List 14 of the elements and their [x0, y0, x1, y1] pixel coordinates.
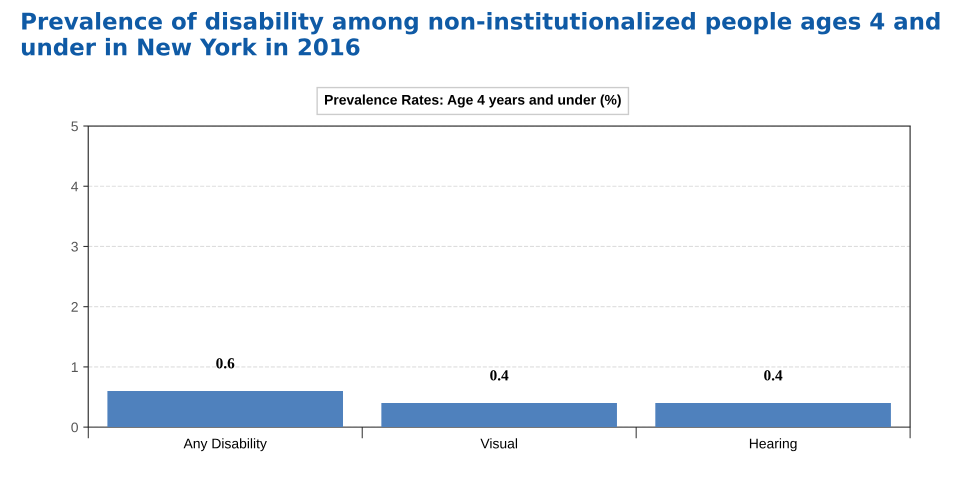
data-label: 0.4	[764, 370, 782, 381]
chart-subtitle: Prevalence Rates: Age 4 years and under (%)	[325, 94, 621, 108]
y-tick-label: 2	[71, 302, 78, 312]
y-tick-label: 4	[71, 182, 78, 192]
y-tick-label: 1	[72, 362, 78, 372]
x-tick-label: Any Disability	[184, 438, 267, 452]
x-tick-label: Hearing	[750, 438, 797, 452]
chart-title: Prevalence of disability among non-institutionalized people ages 4 and under in New York in 2016	[22, 12, 940, 56]
data-label: 0.4	[490, 370, 508, 381]
y-tick-label: 0	[71, 422, 78, 432]
data-label: 0.6	[216, 358, 234, 369]
x-tick-label: Visual	[480, 438, 518, 448]
y-tick-label: 5	[71, 122, 78, 132]
y-tick-label: 3	[71, 242, 78, 252]
